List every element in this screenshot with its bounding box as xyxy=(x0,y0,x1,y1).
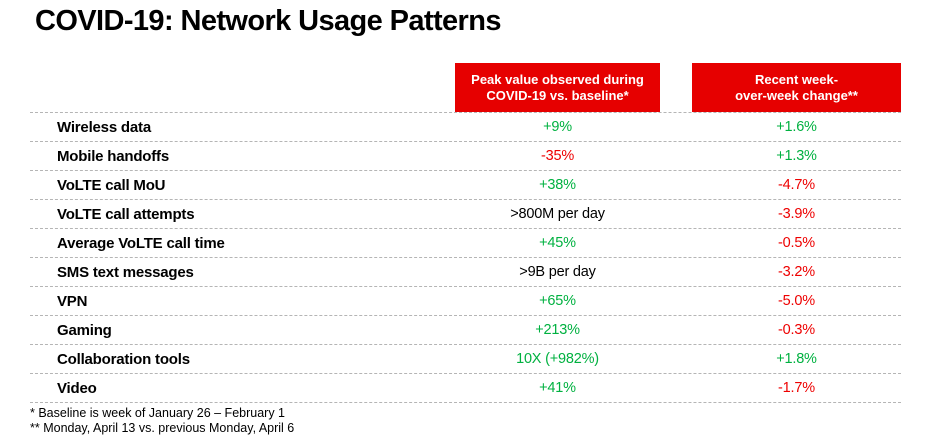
metric-label: VPN xyxy=(57,292,88,310)
metric-label: Mobile handoffs xyxy=(57,147,169,165)
table-row: Wireless data +9% +1.6% xyxy=(30,113,901,142)
week-over-week-value: +1.6% xyxy=(776,119,817,135)
metric-label: SMS text messages xyxy=(57,263,194,281)
metric-label: Collaboration tools xyxy=(57,350,190,368)
column-header-week-over-week: Recent week- over-week change** xyxy=(692,63,901,112)
week-over-week-value: -3.2% xyxy=(778,264,815,280)
table-row: VoLTE call attempts >800M per day -3.9% xyxy=(30,200,901,229)
peak-value: >800M per day xyxy=(510,206,605,222)
week-over-week-value: -0.5% xyxy=(778,235,815,251)
peak-value: -35% xyxy=(540,148,575,164)
metric-label: Average VoLTE call time xyxy=(57,234,225,252)
table-row: Video +41% -1.7% xyxy=(30,374,901,403)
week-over-week-value: +1.3% xyxy=(776,148,817,164)
week-over-week-value: -1.7% xyxy=(778,380,815,396)
peak-value: +213% xyxy=(535,322,580,338)
week-over-week-value: -5.0% xyxy=(778,293,815,309)
table-row: VPN +65% -5.0% xyxy=(30,287,901,316)
metric-label: VoLTE call MoU xyxy=(57,176,166,194)
week-over-week-value: +1.8% xyxy=(776,351,817,367)
peak-value: +65% xyxy=(539,293,576,309)
week-over-week-value: -4.7% xyxy=(778,177,815,193)
metric-label: VoLTE call attempts xyxy=(57,205,195,223)
table-row: VoLTE call MoU +38% -4.7% xyxy=(30,171,901,200)
table-row: Mobile handoffs -35% +1.3% xyxy=(30,142,901,171)
metric-label: Video xyxy=(57,379,97,397)
peak-value: +45% xyxy=(539,235,576,251)
peak-value: 10X (+982%) xyxy=(516,351,599,367)
footnote-baseline: * Baseline is week of January 26 – Febru… xyxy=(30,406,285,420)
footnote-comparison: ** Monday, April 13 vs. previous Monday,… xyxy=(30,420,295,435)
table-row: Collaboration tools 10X (+982%) +1.8% xyxy=(30,345,901,374)
table-body: Wireless data +9% +1.6% Mobile handoffs … xyxy=(30,113,901,403)
usage-table: Peak value observed during COVID-19 vs. … xyxy=(30,63,901,403)
peak-value: +41% xyxy=(539,380,576,396)
metric-label: Wireless data xyxy=(57,118,151,136)
week-over-week-value: -3.9% xyxy=(778,206,815,222)
footnotes: * Baseline is week of January 26 – Febru… xyxy=(30,406,294,435)
table-row: SMS text messages >9B per day -3.2% xyxy=(30,258,901,287)
table-row: Gaming +213% -0.3% xyxy=(30,316,901,345)
table-row: Average VoLTE call time +45% -0.5% xyxy=(30,229,901,258)
week-over-week-value: -0.3% xyxy=(778,322,815,338)
peak-value: +38% xyxy=(539,177,576,193)
peak-value: >9B per day xyxy=(519,264,596,280)
metric-label: Gaming xyxy=(57,321,112,339)
column-header-peak-value: Peak value observed during COVID-19 vs. … xyxy=(455,63,660,112)
table-header-row: Peak value observed during COVID-19 vs. … xyxy=(30,63,901,113)
page-title: COVID-19: Network Usage Patterns xyxy=(35,5,501,37)
peak-value: +9% xyxy=(543,119,572,135)
